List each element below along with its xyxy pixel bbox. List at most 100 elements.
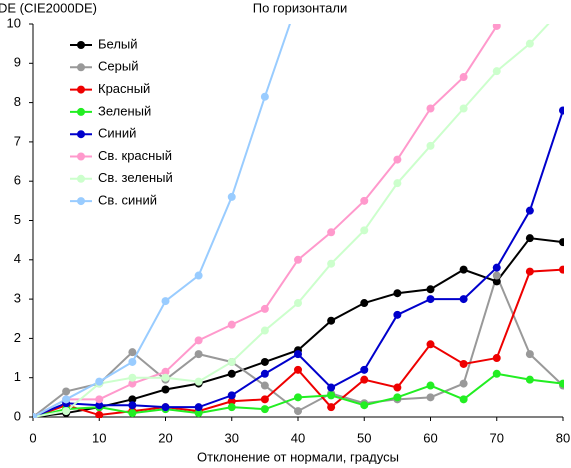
- data-point: [360, 299, 369, 308]
- x-tick-label: 10: [92, 430, 106, 445]
- data-point: [559, 106, 564, 115]
- data-point: [426, 340, 435, 349]
- data-point: [492, 369, 501, 378]
- data-point: [327, 403, 336, 412]
- data-point: [360, 365, 369, 374]
- legend-marker: [77, 41, 85, 49]
- legend-label: Св. красный: [98, 148, 172, 163]
- data-point: [459, 359, 468, 368]
- x-tick-label: 70: [490, 430, 504, 445]
- x-tick-label: 40: [291, 430, 305, 445]
- data-point: [128, 373, 137, 382]
- data-point: [194, 403, 203, 412]
- legend-marker: [77, 174, 85, 183]
- data-point: [559, 238, 564, 247]
- series-line: [33, 237, 564, 418]
- chart-title: По горизонтали: [253, 0, 347, 15]
- series-line: [33, 24, 291, 418]
- data-point: [294, 365, 302, 374]
- data-point: [393, 155, 402, 164]
- data-point: [459, 104, 468, 113]
- legend-label: Св. синий: [98, 193, 157, 208]
- data-point: [459, 73, 468, 82]
- plot-area: [33, 4, 567, 418]
- data-point: [525, 350, 534, 359]
- data-point: [459, 395, 468, 404]
- data-point: [459, 379, 468, 388]
- data-point: [327, 383, 336, 392]
- data-point: [426, 393, 435, 402]
- data-point: [260, 381, 269, 390]
- data-point: [360, 375, 369, 384]
- data-point: [260, 357, 269, 366]
- data-point: [194, 271, 203, 280]
- data-point: [161, 403, 170, 412]
- data-point: [360, 226, 369, 235]
- data-point: [194, 350, 203, 359]
- data-point: [161, 385, 170, 394]
- legend-label: Красный: [98, 81, 150, 96]
- data-point: [393, 310, 402, 319]
- data-point: [128, 379, 137, 388]
- legend-label: Белый: [98, 36, 138, 51]
- data-point: [426, 141, 435, 150]
- data-point: [260, 395, 269, 404]
- data-point: [294, 255, 302, 264]
- data-point: [525, 39, 534, 48]
- data-point: [62, 387, 71, 396]
- data-point: [294, 350, 302, 359]
- y-tick-label: 10: [7, 15, 21, 30]
- data-point: [327, 316, 336, 325]
- data-point: [426, 285, 435, 294]
- x-tick-label: 0: [29, 430, 36, 445]
- data-point: [360, 401, 369, 410]
- legend-marker: [77, 63, 85, 72]
- data-point: [95, 411, 104, 418]
- data-point: [492, 354, 501, 363]
- x-tick-label: 30: [225, 430, 239, 445]
- y-tick-label: 0: [14, 408, 21, 423]
- data-point: [62, 407, 71, 416]
- data-point: [327, 391, 336, 400]
- data-point: [393, 383, 402, 392]
- data-point: [525, 206, 534, 215]
- legend-marker: [77, 130, 85, 139]
- data-point: [294, 407, 302, 416]
- data-point: [492, 263, 501, 272]
- data-point: [260, 304, 269, 313]
- data-point: [128, 348, 137, 357]
- data-point: [227, 369, 236, 378]
- data-point: [128, 409, 137, 418]
- data-point: [227, 397, 236, 406]
- data-point: [525, 234, 534, 243]
- x-tick-label: 60: [423, 430, 437, 445]
- y-tick-label: 7: [14, 133, 21, 148]
- data-point: [128, 357, 137, 366]
- data-point: [559, 4, 567, 12]
- data-point: [227, 403, 236, 412]
- data-point: [492, 277, 501, 286]
- y-tick-label: 2: [14, 330, 21, 345]
- legend-label: Синий: [98, 126, 136, 141]
- data-point: [260, 369, 269, 378]
- legend-marker: [77, 197, 85, 206]
- data-point: [161, 297, 170, 306]
- data-point: [260, 405, 269, 414]
- legend-label: Св. зеленый: [98, 170, 173, 185]
- legend-marker: [77, 107, 85, 116]
- data-point: [426, 104, 435, 113]
- data-point: [525, 375, 534, 384]
- data-point: [194, 377, 203, 386]
- legend-label: Зеленый: [98, 103, 151, 118]
- x-tick-label: 20: [158, 430, 172, 445]
- data-point: [327, 259, 336, 268]
- data-point: [393, 179, 402, 188]
- legend-marker: [77, 152, 85, 161]
- legend-marker: [77, 85, 85, 94]
- data-point: [227, 320, 236, 329]
- y-tick-label: 6: [14, 173, 21, 188]
- data-point: [62, 395, 71, 404]
- data-point: [95, 401, 104, 410]
- data-point: [161, 373, 170, 382]
